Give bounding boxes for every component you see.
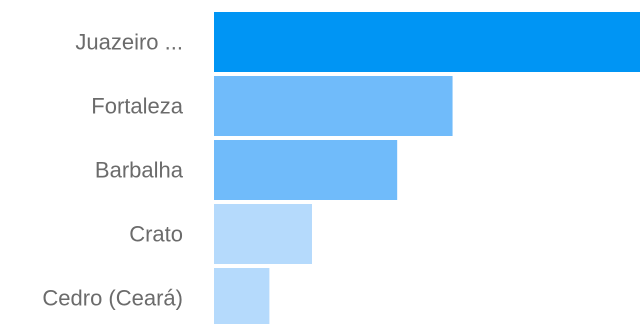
bar-4 <box>214 268 270 324</box>
bar-2 <box>214 140 398 200</box>
bars-layer <box>214 12 640 324</box>
category-label-3: Crato <box>129 222 183 247</box>
category-labels: Juazeiro ... Fortaleza Barbalha Crato Cedro … <box>42 30 183 311</box>
bar-3 <box>214 204 312 264</box>
bar-1 <box>214 76 453 136</box>
category-label-2: Barbalha <box>95 158 184 183</box>
category-label-1: Fortaleza <box>91 94 183 119</box>
bar-0 <box>214 12 640 72</box>
category-label-0: Juazeiro ... <box>75 30 183 55</box>
category-label-4: Cedro (Ceará) <box>42 286 183 311</box>
